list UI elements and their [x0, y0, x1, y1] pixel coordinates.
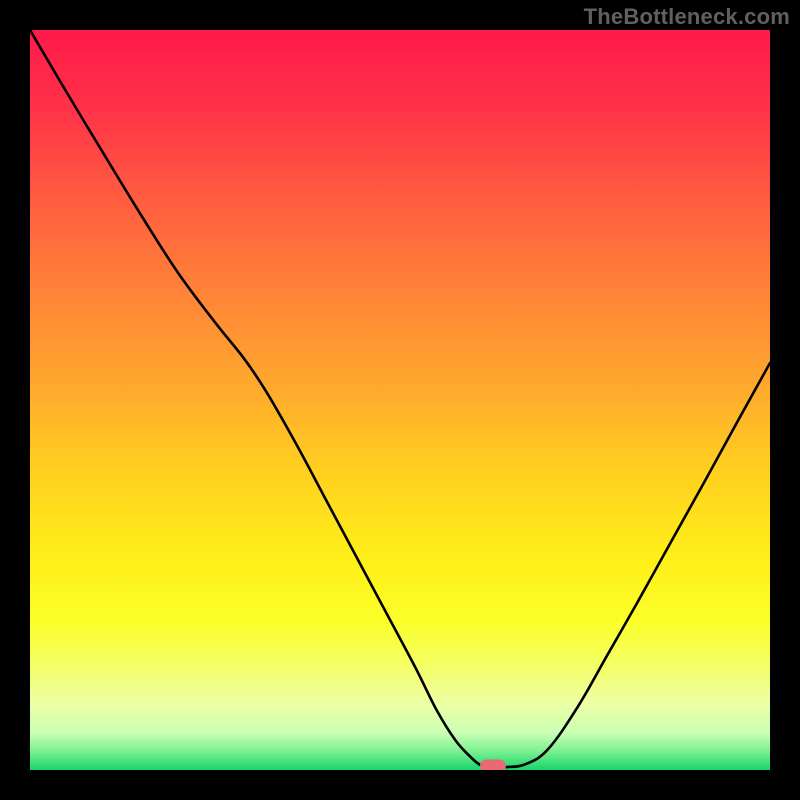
- optimum-marker: [480, 759, 506, 770]
- plot-area: [30, 30, 770, 770]
- watermark-text: TheBottleneck.com: [584, 4, 790, 30]
- chart-frame: TheBottleneck.com: [0, 0, 800, 800]
- bottleneck-curve: [30, 30, 770, 770]
